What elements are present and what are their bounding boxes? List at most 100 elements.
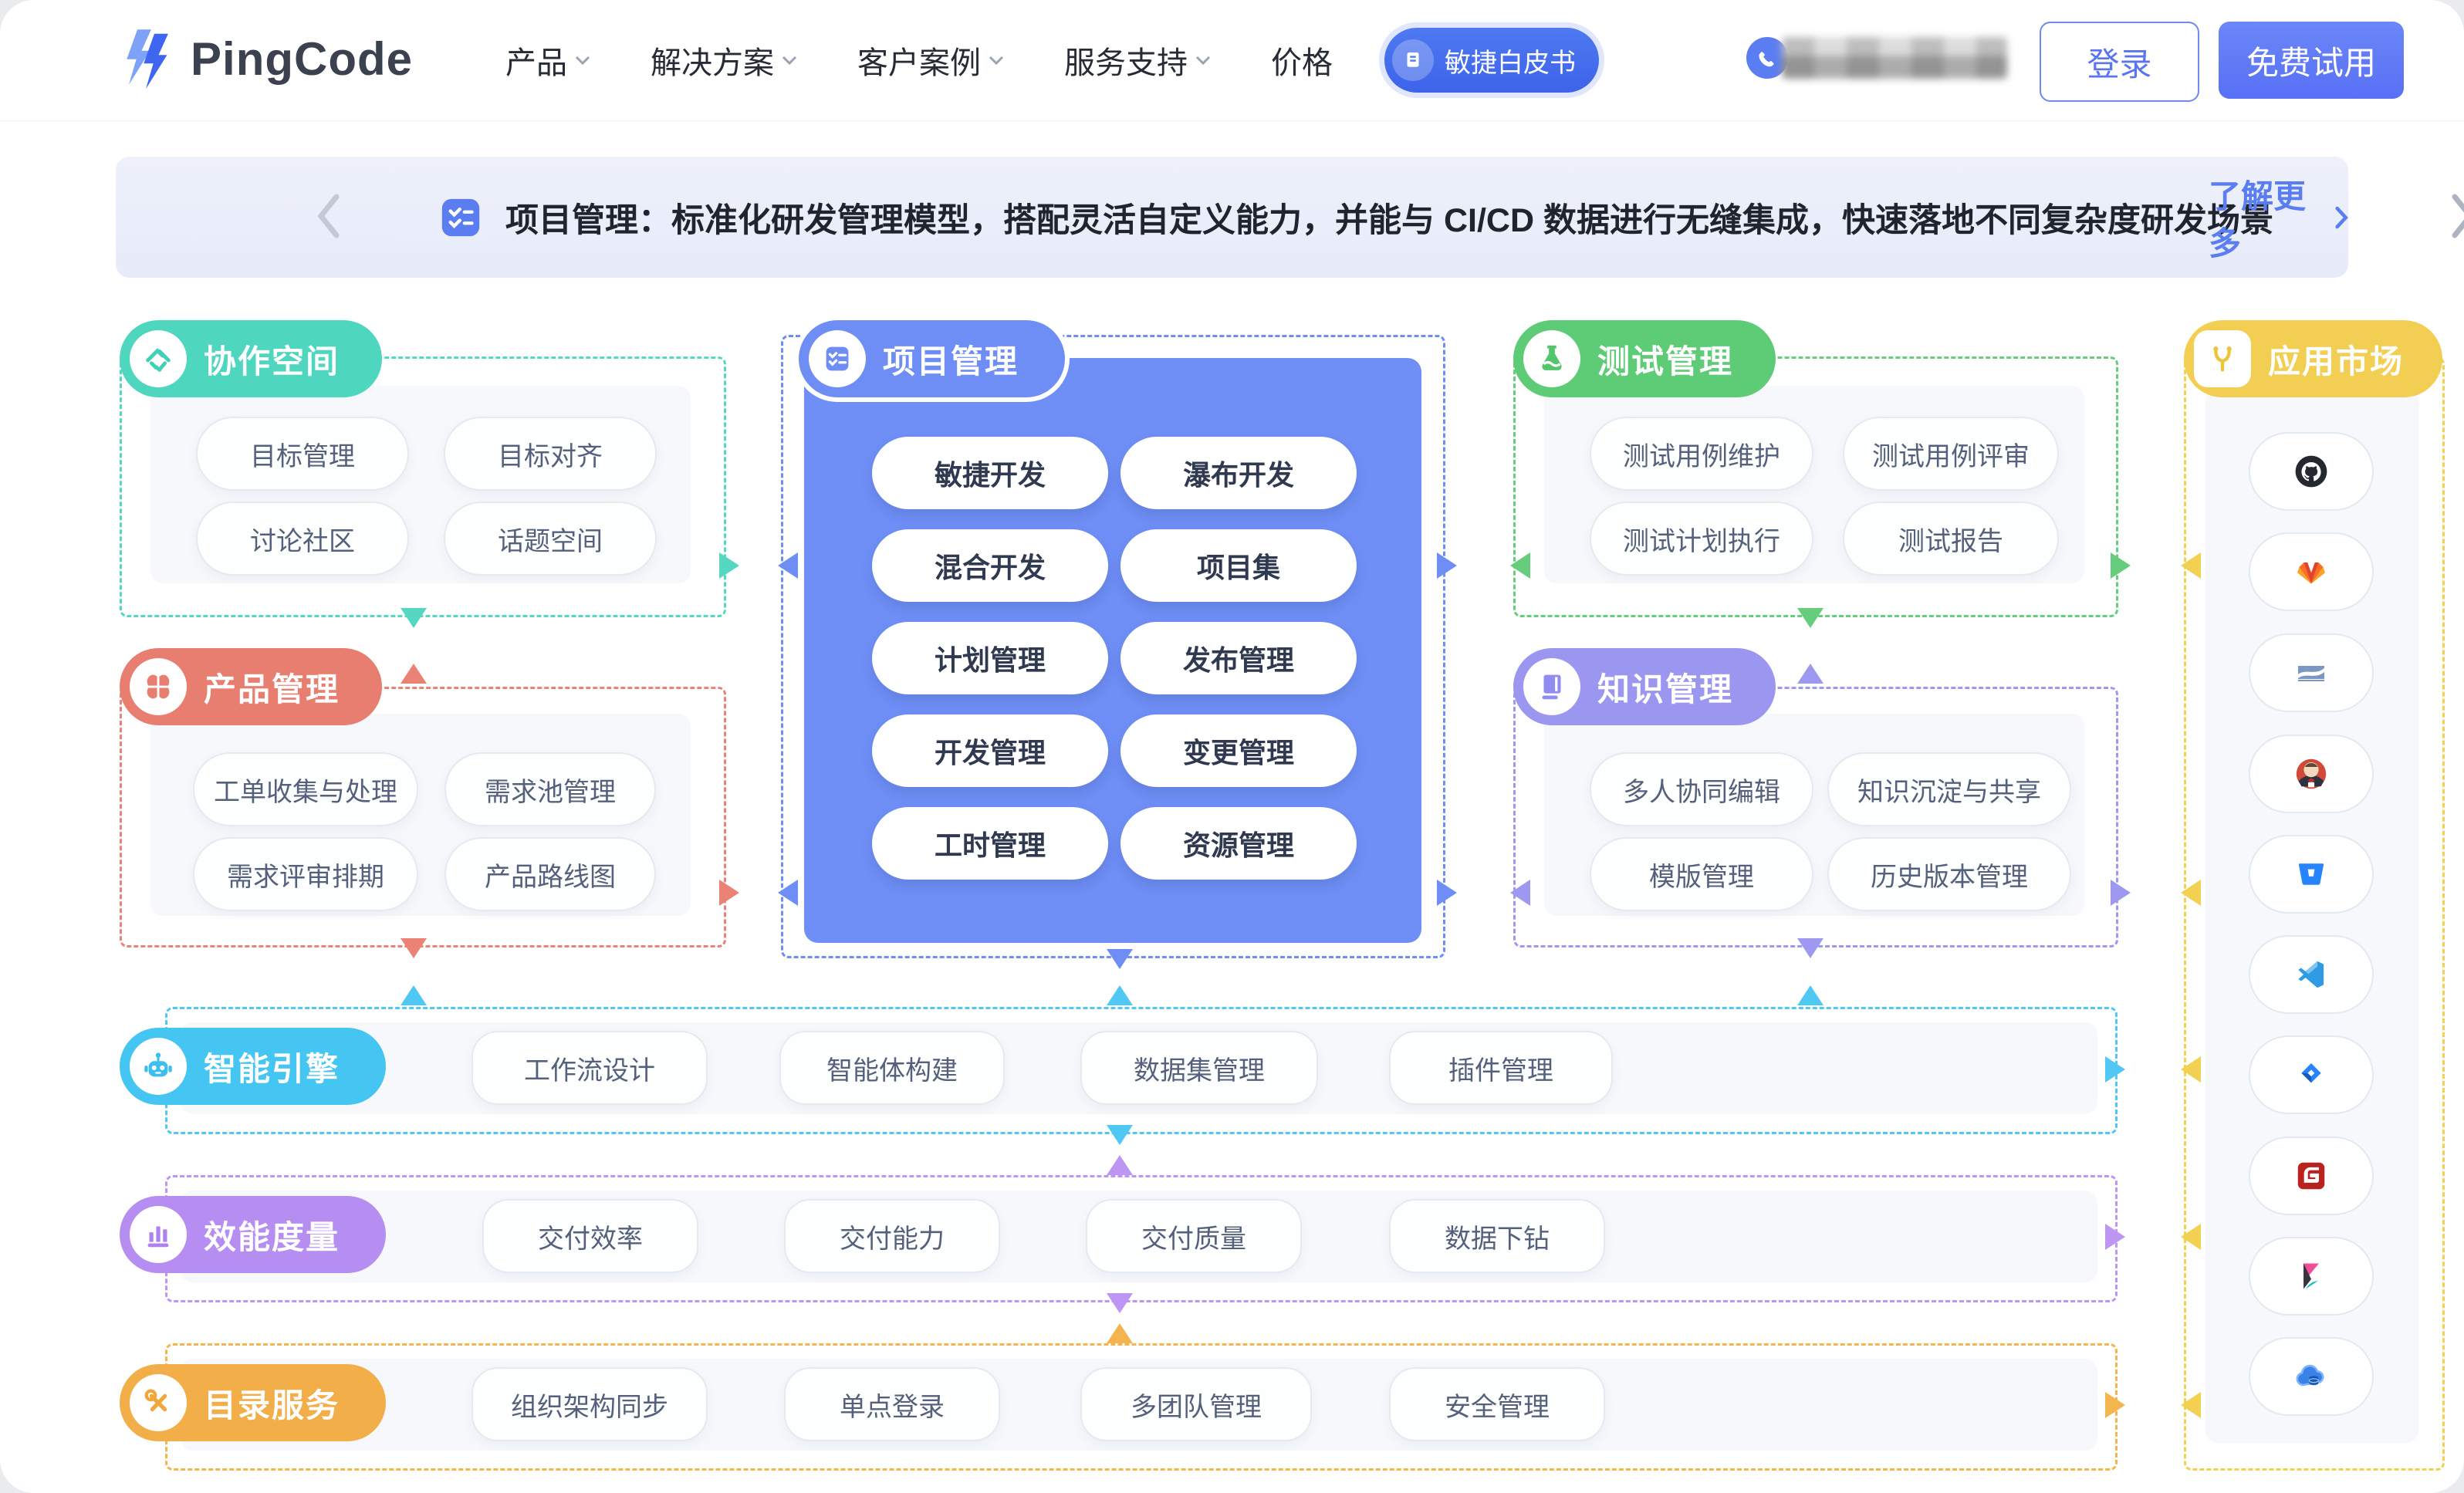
feature-pill[interactable]: 交付能力 [784,1199,1000,1273]
app-pill-vscode[interactable] [2249,935,2374,1014]
app-pill-github[interactable] [2249,432,2374,511]
book-icon [1523,658,1580,715]
connector-arrow [2111,552,2131,579]
feature-pill[interactable]: 历史版本管理 [1827,837,2071,911]
app-pill-jira[interactable] [2249,1035,2374,1114]
connector-arrow [1107,1323,1133,1343]
feature-pill[interactable]: 产品路线图 [444,837,656,911]
feature-pill[interactable]: 瀑布开发 [1120,437,1357,509]
app-pill-bitbucket[interactable] [2249,835,2374,914]
connector-arrow [1107,1155,1133,1175]
app-pill-kibana[interactable] [2249,1237,2374,1316]
connector-arrow [401,938,427,958]
feature-pill[interactable]: 工单收集与处理 [193,752,418,826]
feature-pill[interactable]: 智能体构建 [779,1031,1005,1105]
connector-arrow [2181,880,2201,906]
feature-pill[interactable]: 测试用例维护 [1590,417,1813,491]
book-icon [1392,39,1434,81]
section-header-product: 产品管理 [120,648,382,725]
tools-icon [130,1374,187,1431]
phone-icon [1746,37,1788,79]
feature-pill[interactable]: 需求评审排期 [193,837,418,911]
section-header-directory: 目录服务 [120,1364,386,1441]
github-icon [2295,455,2327,488]
section-header-marketplace: 应用市场 [2184,320,2442,397]
feature-pill[interactable]: 讨论社区 [196,502,409,576]
plug-icon [2194,330,2251,387]
handshake-icon [130,330,187,387]
app-pill-jenkins[interactable] [2249,735,2374,813]
feature-pill[interactable]: 开发管理 [872,714,1108,787]
feature-pill[interactable]: 多团队管理 [1080,1367,1312,1441]
feature-pill[interactable]: 工时管理 [872,807,1108,880]
connector-arrow [401,608,427,628]
nav-item-pricing[interactable]: 价格 [1271,46,1333,80]
connector-arrow [2181,1224,2201,1250]
feature-pill[interactable]: 单点登录 [784,1367,1000,1441]
feature-pill[interactable]: 测试计划执行 [1590,502,1813,576]
clover-grid-icon [130,658,187,715]
jira-icon [2301,1063,2321,1083]
feature-pill[interactable]: 资源管理 [1120,807,1357,880]
feature-pill[interactable]: 组织架构同步 [472,1367,708,1441]
feature-pill[interactable]: 知识沉淀与共享 [1827,752,2071,826]
whitepaper-label: 敏捷白皮书 [1445,48,1576,78]
feature-pill[interactable]: 数据集管理 [1080,1031,1318,1105]
vscode-icon [2298,961,2324,988]
connector-arrow [1107,949,1133,969]
section-header-knowledge: 知识管理 [1513,648,1776,725]
feature-pill[interactable]: 计划管理 [872,622,1108,694]
app-pill-subversion[interactable] [2249,633,2374,712]
connector-arrow [2111,880,2131,906]
feature-pill[interactable]: 数据下钻 [1389,1199,1605,1273]
connector-arrow [2105,1056,2125,1083]
feature-pill[interactable]: 交付效率 [482,1199,698,1273]
feature-pill[interactable]: 敏捷开发 [872,437,1108,509]
phone-contact [1746,37,2007,79]
nav-item-customers[interactable]: 客户案例 [857,38,1004,83]
feature-pill[interactable]: 混合开发 [872,529,1108,602]
feature-pill[interactable]: 目标管理 [196,417,409,491]
nav-item-solutions[interactable]: 解决方案 [651,38,797,83]
feature-pill[interactable]: 插件管理 [1389,1031,1613,1105]
connector-arrow [2181,1392,2201,1418]
chevron-down-icon [989,56,1004,66]
free-trial-button[interactable]: 免费试用 [2219,22,2404,99]
feature-pill[interactable]: 测试报告 [1843,502,2059,576]
bitbucket-icon [2298,863,2324,885]
feature-pill[interactable]: 工作流设计 [472,1031,708,1105]
chevron-down-icon [1195,56,1211,66]
feature-pill[interactable]: 多人协同编辑 [1590,752,1813,826]
feature-pill[interactable]: 话题空间 [444,502,657,576]
gitlab-icon [2297,562,2325,584]
app-pill-gitee[interactable] [2249,1137,2374,1215]
feature-pill[interactable]: 目标对齐 [444,417,657,491]
login-button[interactable]: 登录 [2040,22,2199,102]
feature-pill[interactable]: 交付质量 [1086,1199,1302,1273]
feature-pill[interactable]: 需求池管理 [444,752,656,826]
feature-pill[interactable]: 项目集 [1120,529,1357,602]
feature-pill[interactable]: 测试用例评审 [1843,417,2059,491]
nav-item-support[interactable]: 服务支持 [1064,38,1211,83]
connector-arrow [2105,1392,2125,1418]
app-pill-gitlab[interactable] [2249,532,2374,611]
section-header-ai: 智能引擎 [120,1028,386,1105]
banner-title: 项目管理：标准化研发管理模型，搭配灵活自定义能力，并能与 CI/CD 数据进行无… [505,201,2273,239]
nav-item-products[interactable]: 产品 [505,38,590,83]
whitepaper-badge[interactable]: 敏捷白皮书 [1384,28,1599,93]
banner-more-link[interactable]: 了解更多 [2209,157,2348,278]
feature-pill[interactable]: 模版管理 [1590,837,1813,911]
connector-arrow [719,552,739,579]
banner-prev-icon[interactable] [315,192,343,244]
feature-pill[interactable]: 安全管理 [1389,1367,1605,1441]
connector-arrow [1437,552,1457,579]
connector-arrow [2181,1056,2201,1083]
feature-pill[interactable]: 变更管理 [1120,714,1357,787]
chevron-down-icon [575,56,590,66]
pingcode-logo[interactable]: PingCode [112,23,413,95]
banner-next-icon[interactable] [2449,192,2464,244]
connector-arrow [401,985,427,1005]
app-pill-cloud-database[interactable] [2249,1337,2374,1416]
feature-pill[interactable]: 发布管理 [1120,622,1357,694]
